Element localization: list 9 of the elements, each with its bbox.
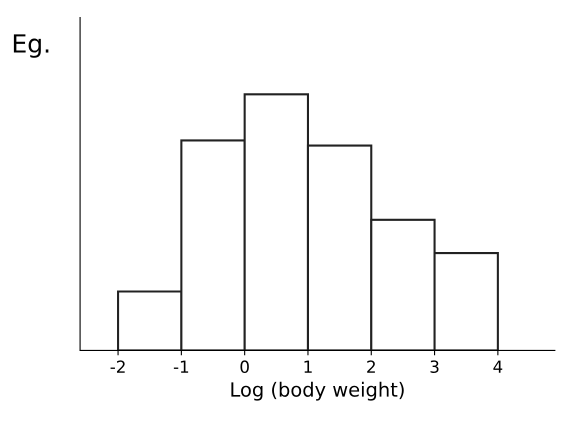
x-tick-label: 4 [493,360,502,373]
x-tick-label: 3 [430,360,439,374]
x-tick-label: 0 [240,360,249,374]
x-tick-label: -2 [110,360,125,373]
x-tick-label: 1 [304,360,312,373]
x-tick-label: -1 [174,360,188,373]
x-axis-title: Log (body weight) [231,382,404,401]
x-tick-label: 2 [367,360,375,373]
text: Eg. [14,34,48,58]
